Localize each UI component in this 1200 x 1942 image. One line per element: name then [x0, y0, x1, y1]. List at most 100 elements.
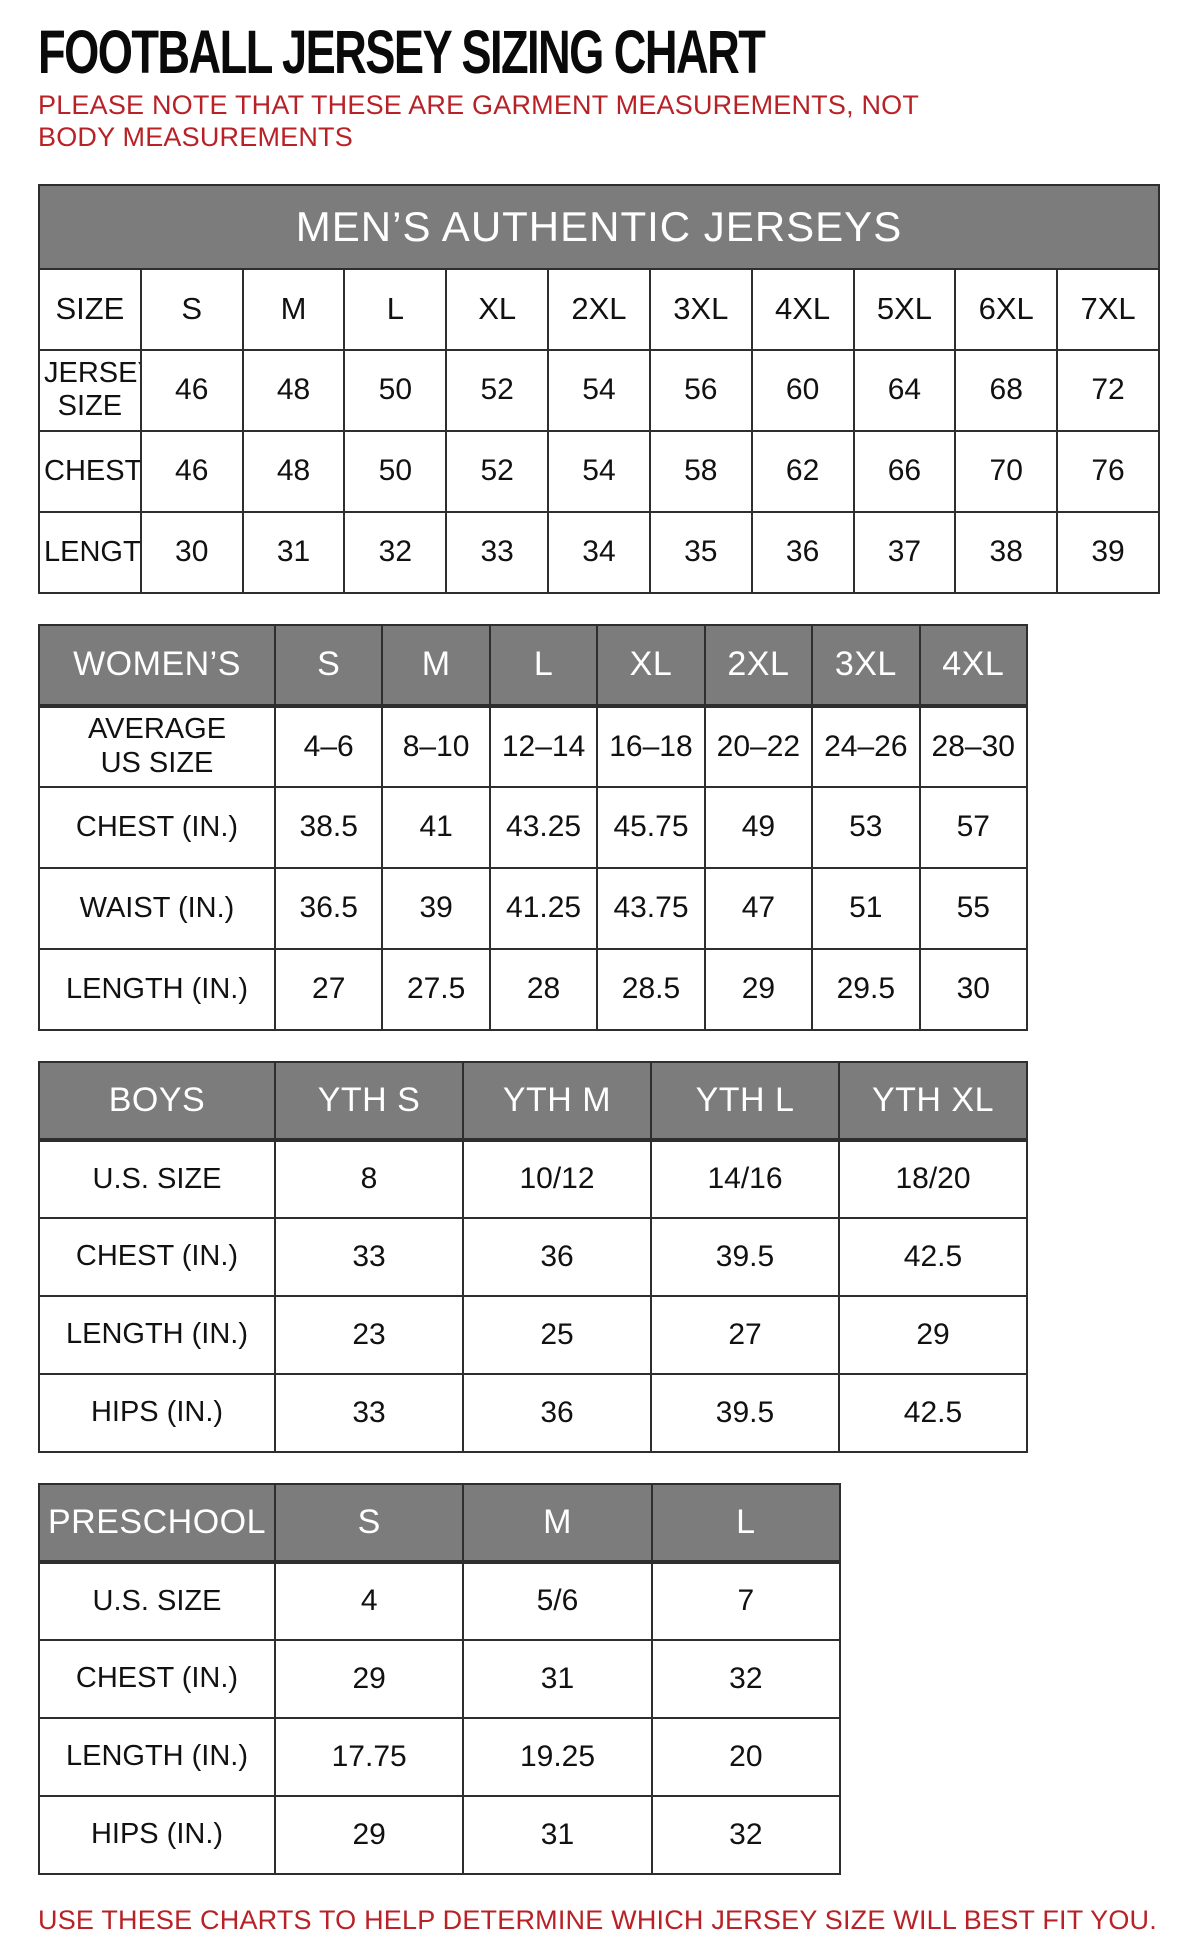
mens-corner-header: SIZE	[38, 267, 142, 351]
column-header: YTH S	[274, 1060, 464, 1142]
value-cell: 66	[852, 429, 957, 513]
row-label: CHEST (IN.)	[38, 1638, 276, 1719]
preschool-corner-header: PRESCHOOL	[38, 1482, 276, 1564]
preschool-data-row: HIPS (IN.) 29 31 32	[38, 1794, 842, 1875]
value-cell: 43.25	[488, 785, 599, 869]
value-cell: 72	[1056, 348, 1160, 432]
value-cell: 52	[445, 429, 550, 513]
value-cell: 36.5	[273, 866, 384, 950]
boys-jerseys-table: BOYS YTH S YTH M YTH L YTH XL U.S. SIZE 8 10/12…	[38, 1060, 1028, 1453]
column-header: 3XL	[811, 623, 921, 708]
value-cell: 52	[445, 348, 550, 432]
value-cell: 68	[954, 348, 1059, 432]
boys-header-row: BOYS YTH S YTH M YTH L YTH XL	[38, 1060, 1028, 1142]
column-header: S	[139, 267, 244, 351]
boys-corner-header: BOYS	[38, 1060, 276, 1142]
womens-data-row: WAIST (IN.) 36.5 39 41.25 43.75 47 51 55	[38, 866, 1029, 950]
boys-data-row: LENGTH (IN.) 23 25 27 29	[38, 1294, 1028, 1375]
column-header: 5XL	[852, 267, 957, 351]
value-cell: 43.75	[596, 866, 706, 950]
preschool-data-row: LENGTH (IN.) 17.75 19.25 20	[38, 1716, 842, 1797]
value-cell: 8–10	[381, 704, 491, 788]
column-header: YTH M	[462, 1060, 652, 1142]
row-label: LENGTH (IN.)	[38, 947, 276, 1031]
value-cell: 27	[650, 1294, 840, 1375]
value-cell: 41.25	[488, 866, 599, 950]
column-header: S	[273, 1482, 465, 1564]
value-cell: 36	[462, 1372, 652, 1453]
value-cell: 31	[241, 510, 346, 594]
value-cell: 34	[547, 510, 651, 594]
column-header: YTH L	[650, 1060, 840, 1142]
row-label: U.S. SIZE	[38, 1138, 276, 1219]
preschool-data-row: U.S. SIZE 4 5/6 7	[38, 1560, 842, 1641]
value-cell: 41	[381, 785, 491, 869]
value-cell: 29.5	[811, 947, 921, 1031]
row-label: U.S. SIZE	[38, 1560, 276, 1641]
value-cell: 29	[273, 1638, 465, 1719]
value-cell: 33	[445, 510, 550, 594]
column-header: 4XL	[918, 623, 1029, 708]
row-label: HIPS (IN.)	[38, 1372, 276, 1453]
womens-data-row: LENGTH (IN.) 27 27.5 28 28.5 29 29.5 30	[38, 947, 1029, 1031]
mens-authentic-jerseys-table: MEN’S AUTHENTIC JERSEYS SIZE S M L XL 2XL 3XL 4X…	[38, 183, 1160, 594]
value-cell: 20	[650, 1716, 842, 1797]
value-cell: 19.25	[462, 1716, 653, 1797]
value-cell: 64	[852, 348, 957, 432]
column-header: YTH XL	[838, 1060, 1028, 1142]
value-cell: 50	[343, 429, 448, 513]
value-cell: 36	[750, 510, 855, 594]
preschool-table-body: PRESCHOOL S M L U.S. SIZE 4 5/6 7 CHEST (IN.) 29 3…	[38, 1482, 842, 1875]
womens-data-row: CHEST (IN.) 38.5 41 43.25 45.75 49 53 57	[38, 785, 1029, 869]
value-cell: 4	[273, 1560, 465, 1641]
value-cell: 20–22	[703, 704, 814, 788]
value-cell: 47	[703, 866, 814, 950]
column-header: XL	[445, 267, 550, 351]
preschool-jerseys-table: PRESCHOOL S M L U.S. SIZE 4 5/6 7 CHEST (IN.) 29 3…	[38, 1482, 842, 1875]
mens-header-row: SIZE S M L XL 2XL 3XL 4XL 5XL 6XL 7XL	[38, 267, 1160, 351]
column-header: L	[650, 1482, 842, 1564]
value-cell: 42.5	[838, 1216, 1028, 1297]
value-cell: 54	[547, 429, 651, 513]
value-cell: 30	[139, 510, 244, 594]
page-title: FOOTBALL JERSEY SIZING CHART	[38, 22, 1200, 83]
value-cell: 28–30	[918, 704, 1029, 788]
value-cell: 39.5	[650, 1372, 840, 1453]
value-cell: 29	[273, 1794, 465, 1875]
value-cell: 18/20	[838, 1138, 1028, 1219]
value-cell: 42.5	[838, 1372, 1028, 1453]
value-cell: 37	[852, 510, 957, 594]
mens-table-body: MEN’S AUTHENTIC JERSEYS SIZE S M L XL 2XL 3XL 4X…	[38, 183, 1160, 594]
column-header: S	[273, 623, 384, 708]
boys-data-row: CHEST (IN.) 33 36 39.5 42.5	[38, 1216, 1028, 1297]
column-header: XL	[596, 623, 706, 708]
value-cell: 16–18	[596, 704, 706, 788]
value-cell: 35	[648, 510, 753, 594]
row-label: HIPS (IN.)	[38, 1794, 276, 1875]
row-label: CHEST(IN.)	[38, 429, 142, 513]
mens-banner-row: MEN’S AUTHENTIC JERSEYS	[38, 183, 1160, 270]
row-label: WAIST (IN.)	[38, 866, 276, 950]
value-cell: 28	[488, 947, 599, 1031]
boys-data-row: HIPS (IN.) 33 36 39.5 42.5	[38, 1372, 1028, 1453]
column-header: M	[381, 623, 491, 708]
value-cell: 58	[648, 429, 753, 513]
value-cell: 55	[918, 866, 1029, 950]
row-label: LENGTH (IN.)	[38, 1294, 276, 1375]
fit-guidance-note: USE THESE CHARTS TO HELP DETERMINE WHICH…	[38, 1904, 1157, 1935]
womens-corner-header: WOMEN’S	[38, 623, 276, 708]
preschool-header-row: PRESCHOOL S M L	[38, 1482, 842, 1564]
row-label: LENGTH (IN.)	[38, 1716, 276, 1797]
column-header: 6XL	[954, 267, 1059, 351]
value-cell: 4–6	[273, 704, 384, 788]
value-cell: 31	[462, 1794, 653, 1875]
value-cell: 5/6	[462, 1560, 653, 1641]
mens-banner: MEN’S AUTHENTIC JERSEYS	[38, 183, 1160, 270]
row-label: JERSEY SIZE	[38, 348, 142, 432]
value-cell: 76	[1056, 429, 1160, 513]
column-header: L	[343, 267, 448, 351]
value-cell: 23	[274, 1294, 464, 1375]
